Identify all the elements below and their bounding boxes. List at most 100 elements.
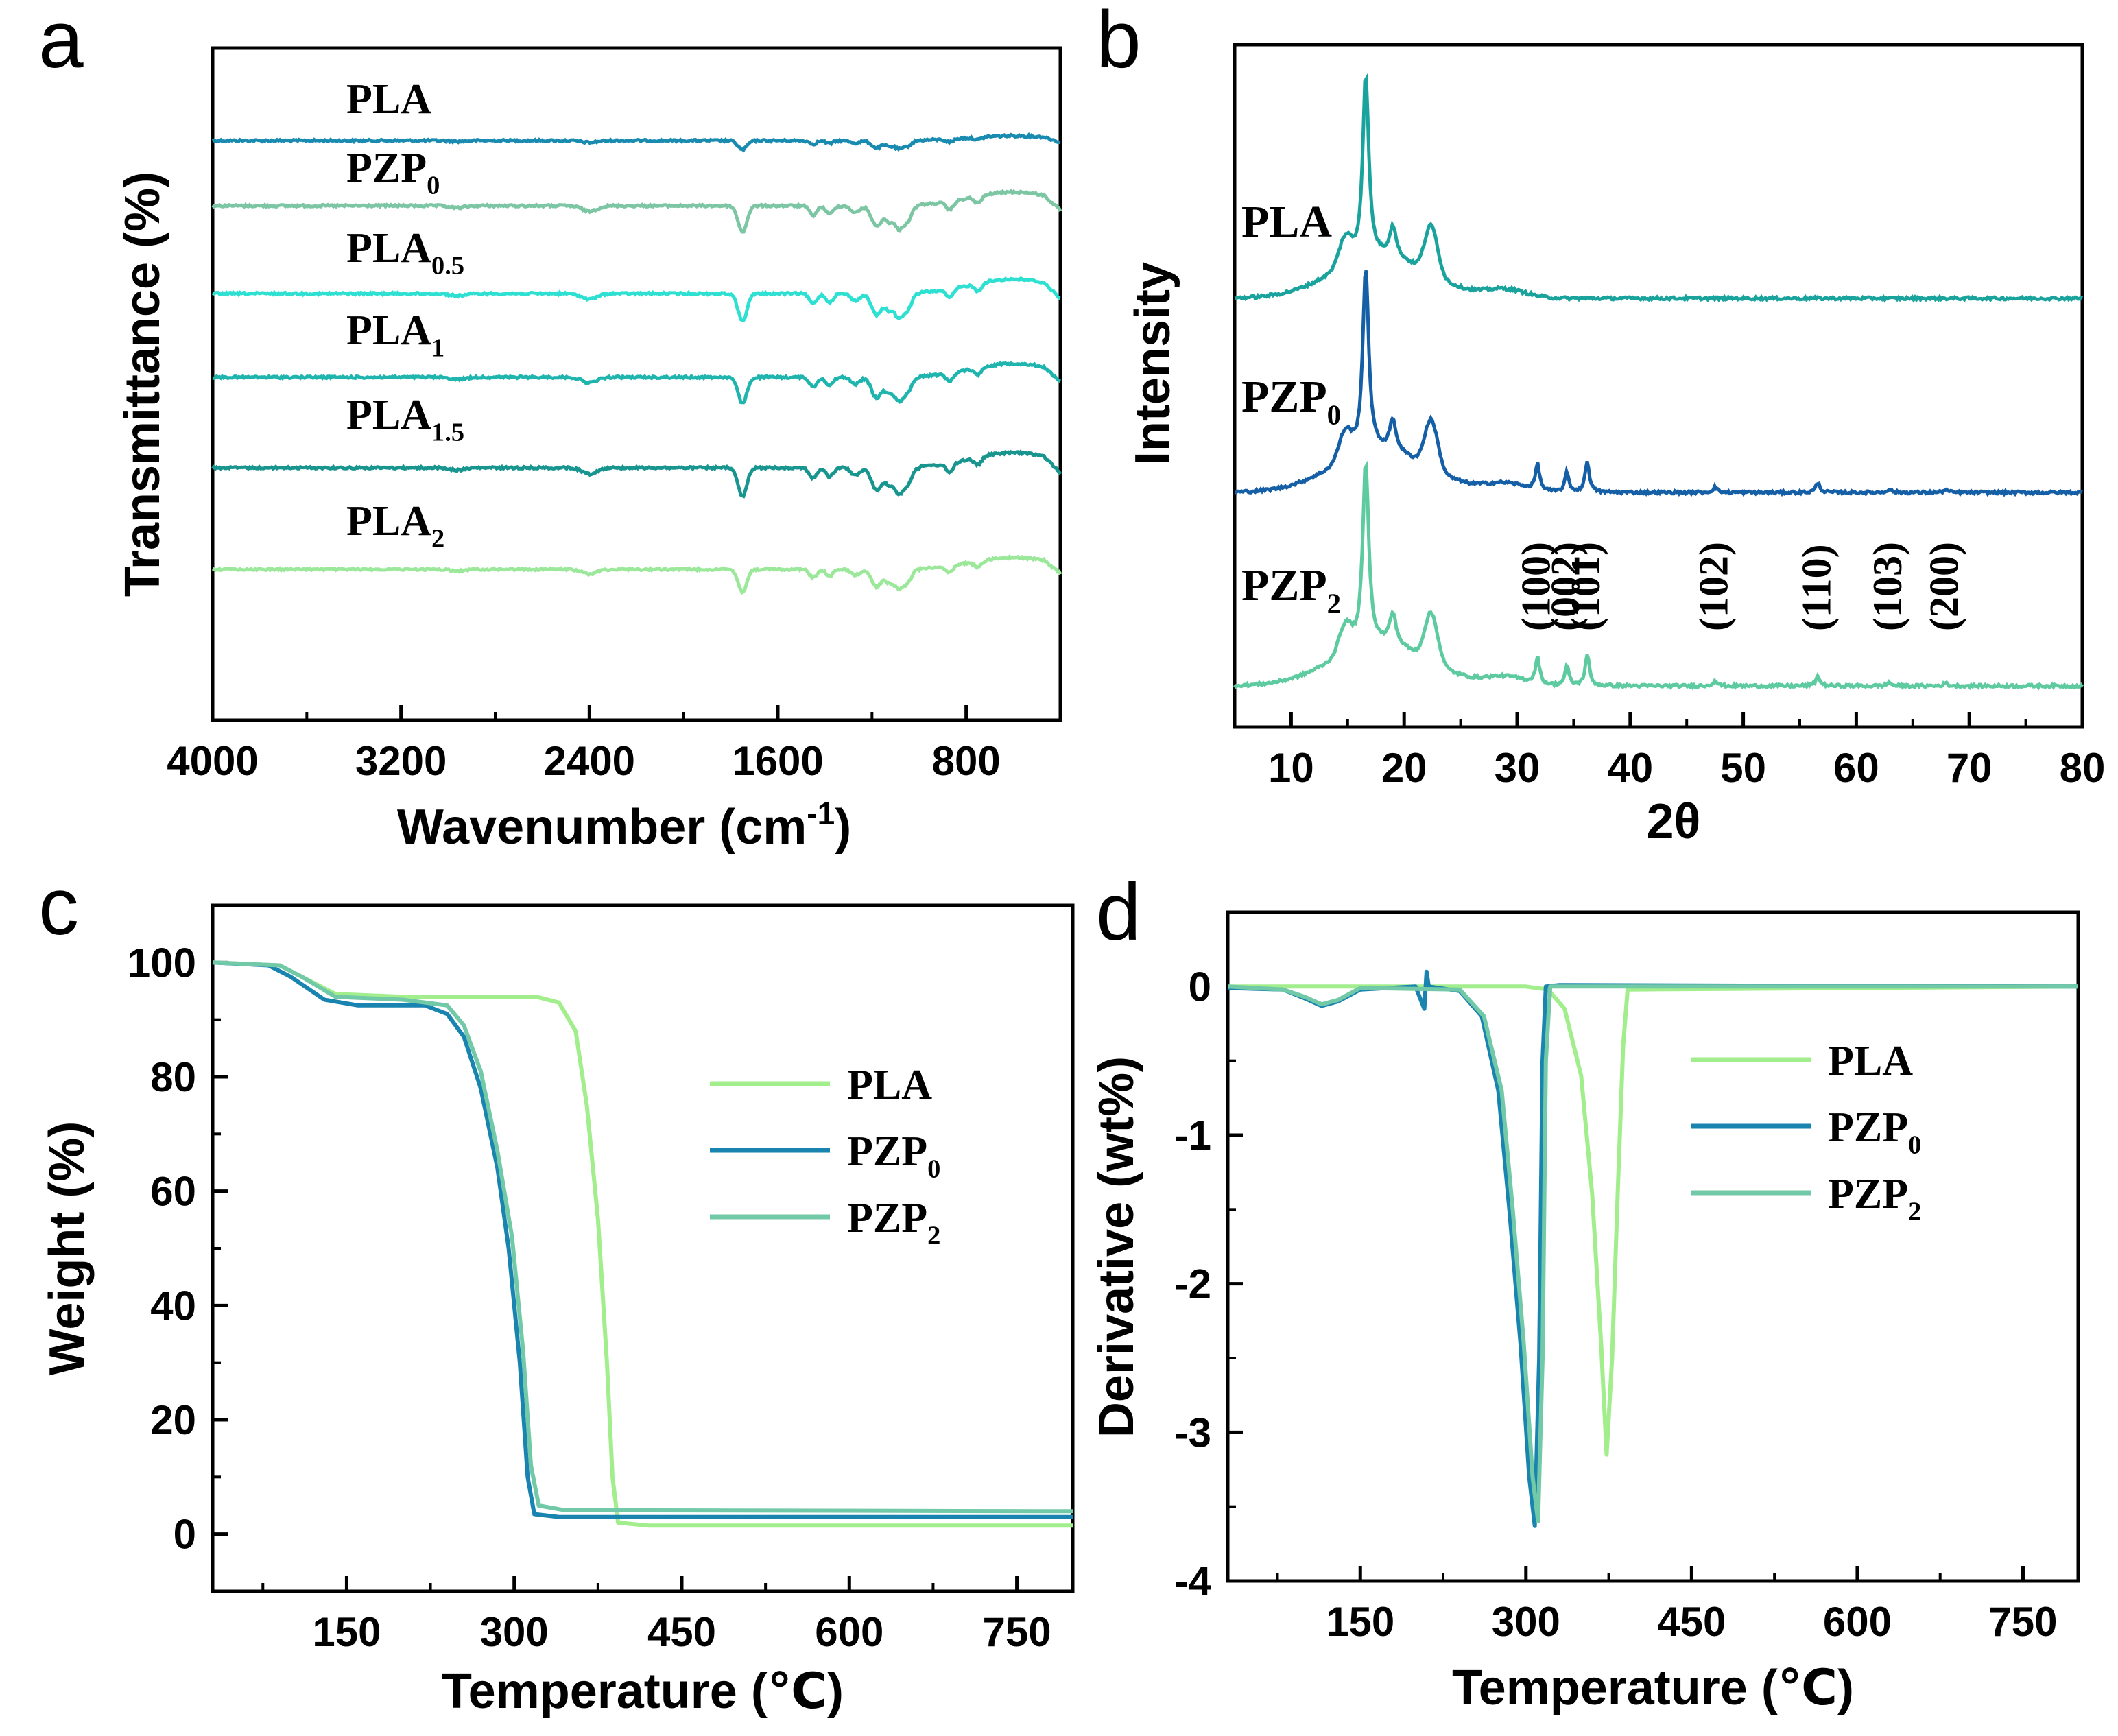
panel-a-y-axis-title: Transmittance (%) (115, 171, 170, 597)
panel-b-peak-annotations: (100)(002)(101) (102) (110) (103) (200) (1514, 542, 1967, 631)
y-tick-label: 100 (128, 940, 196, 986)
panel-b-x-tick-label: 80 (2060, 745, 2106, 791)
xrd-pattern-xrd_PZP0 (1234, 270, 2083, 497)
panel-a-x-tick-label: 4000 (167, 738, 258, 784)
x-tick-label: 300 (480, 1609, 549, 1655)
panel-a-series-labels: PLA PZP0 PLA0.5 PLA1 PLA1.5 PLA2 (346, 76, 464, 553)
y-tick-label: 0 (174, 1512, 196, 1558)
panel-a-x-tick-label: 1600 (732, 738, 823, 784)
xrd-label-xrd_PZP0: PZP0 (1241, 372, 1341, 430)
zno-peak-label: (100) (1514, 542, 1559, 631)
legend-label-tga_PZP0: PZP0 (1828, 1104, 1921, 1159)
y-tick-label: -4 (1175, 1558, 1212, 1604)
panel-c-x-axis-title: Temperature (℃) (442, 1664, 844, 1719)
panel-d-x-axis-title: Temperature (℃) (1452, 1661, 1854, 1715)
legend-label-tga_PZP0: PZP0 (847, 1128, 940, 1183)
panel-d-ticks: 150 300 450 600 750 -4 -3 -2 -1 0 (1175, 964, 2058, 1645)
legend-label-tga_PZP2: PZP2 (847, 1195, 940, 1250)
zno-peak-label: (110) (1794, 544, 1839, 631)
y-tick-label: -2 (1175, 1261, 1211, 1307)
panel-a-x-tick-label: 3200 (355, 738, 447, 784)
xrd-label-xrd_PZP2: PZP2 (1241, 560, 1341, 619)
panel-b-x-tick-label: 70 (1947, 745, 1992, 791)
panel-a-spectra (211, 132, 1062, 595)
x-tick-label: 300 (1492, 1599, 1560, 1645)
panel-b-x-axis-title: 2θ (1647, 794, 1701, 849)
panel-letter-b: b (1096, 0, 1141, 85)
panel-b-x-tick-label: 10 (1268, 745, 1314, 791)
y-tick-label: 20 (150, 1397, 196, 1443)
panel-c-ticks: 150 300 450 600 750 0 20 40 60 80 100 (128, 940, 1051, 1655)
panel-b-x-tick-label: 50 (1720, 745, 1766, 791)
panel-c-frame (211, 903, 1075, 1593)
panel-b-y-axis-title: Intensity (1126, 262, 1180, 465)
panel-b-x-tick-label: 60 (1833, 745, 1879, 791)
panel-c-tga: c 150 300 450 600 750 0 20 40 60 80 100 PLA PZP0 PZP… (38, 861, 1075, 1719)
panel-b-x-tick-label: 40 (1607, 745, 1653, 791)
zno-peak-label: (103) (1865, 542, 1910, 631)
panel-c-y-axis-title: Weight (%) (40, 1121, 95, 1376)
panel-b-xrd: b 10 20 30 40 50 60 70 80 PLA PZP0 PZP2 (100)(002… (1096, 0, 2105, 849)
panel-d-curves (1227, 969, 2079, 1528)
panel-a-x-ticks: 4000 3200 2400 1600 800 (167, 705, 1062, 784)
x-tick-label: 750 (1988, 1599, 2057, 1645)
ftir-label-PLA1.5: PLA1.5 (346, 392, 464, 447)
ftir-spectrum-PLA1 (212, 360, 1062, 405)
y-tick-label: 80 (150, 1054, 196, 1100)
xrd-pattern-xrd_PZP2 (1233, 460, 2084, 691)
panel-b-patterns (1233, 73, 2084, 691)
panel-letter-a: a (38, 0, 84, 85)
x-tick-label: 450 (1657, 1599, 1726, 1645)
panel-b-x-tick-label: 30 (1495, 745, 1540, 791)
panel-c-legend: PLA PZP0 PZP2 (710, 1062, 940, 1250)
y-tick-label: 40 (150, 1283, 196, 1329)
ftir-label-PLA1: PLA1 (346, 307, 444, 362)
panel-b-x-tick-label: 20 (1381, 745, 1427, 791)
y-tick-label: 0 (1189, 964, 1211, 1010)
y-tick-label: -1 (1175, 1113, 1211, 1158)
ftir-spectrum-PLA0.5 (211, 276, 1061, 322)
xrd-label-xrd_PLA: PLA (1241, 197, 1332, 247)
x-tick-label: 150 (312, 1609, 381, 1655)
panel-a-frame (211, 46, 1062, 722)
curve-tga_PZP2 (212, 960, 1073, 1514)
ftir-spectrum-PLA1.5 (211, 449, 1062, 499)
curve-tga_PLA (1228, 984, 2079, 1457)
curve-tga_PLA (212, 960, 1073, 1528)
panel-a-ftir: a 4000 3200 2400 1600 800 PLAPZP0PLA0.5PLA1P… (38, 0, 1062, 855)
ftir-spectrum-PLA (211, 132, 1060, 153)
ftir-label-PLA2: PLA2 (346, 498, 444, 553)
panel-a-x-tick-label: 800 (932, 738, 1001, 784)
ftir-label-PZP0: PZP0 (346, 145, 440, 200)
legend-label-tga_PLA: PLA (1828, 1038, 1913, 1084)
zno-peak-label: (200) (1922, 542, 1967, 631)
y-tick-label: -3 (1175, 1410, 1211, 1455)
zno-peak-label: (101) (1563, 542, 1608, 631)
curve-tga_PZP0 (1227, 969, 2079, 1528)
x-tick-label: 750 (983, 1609, 1051, 1655)
panel-c-curves (212, 960, 1073, 1528)
panel-letter-d: d (1096, 867, 1141, 958)
panel-letter-c: c (38, 861, 79, 952)
ftir-label-PLA0.5: PLA0.5 (346, 225, 464, 280)
x-tick-label: 450 (647, 1609, 716, 1655)
ftir-spectrum-PZP0 (211, 189, 1062, 234)
x-tick-label: 600 (815, 1609, 883, 1655)
xrd-pattern-xrd_PLA (1234, 73, 2084, 303)
y-tick-label: 60 (150, 1169, 196, 1215)
curve-tga_PZP0 (212, 960, 1073, 1519)
panel-b-frame (1233, 43, 2084, 729)
panel-b-series-labels: PLA PZP0 PZP2 (1241, 197, 1341, 619)
panel-d-legend: PLA PZP0 PZP2 (1691, 1038, 1921, 1226)
ftir-label-PLA: PLA (346, 76, 431, 123)
panel-d-y-axis-title: Derivative (wt%) (1089, 1056, 1144, 1438)
legend-label-tga_PZP2: PZP2 (1828, 1171, 1921, 1226)
legend-label-tga_PLA: PLA (847, 1062, 932, 1108)
curve-tga_PZP2 (1227, 984, 2078, 1524)
ftir-spectrum-PLA2 (211, 554, 1062, 595)
zno-peak-label: (002) (1543, 542, 1588, 631)
zno-peak-label: (102) (1691, 542, 1736, 631)
x-tick-label: 600 (1823, 1599, 1892, 1645)
panel-d-dtg: d 150 300 450 600 750 -4 -3 -2 -1 0 PLA PZP0 PZP2 T… (1089, 867, 2080, 1715)
